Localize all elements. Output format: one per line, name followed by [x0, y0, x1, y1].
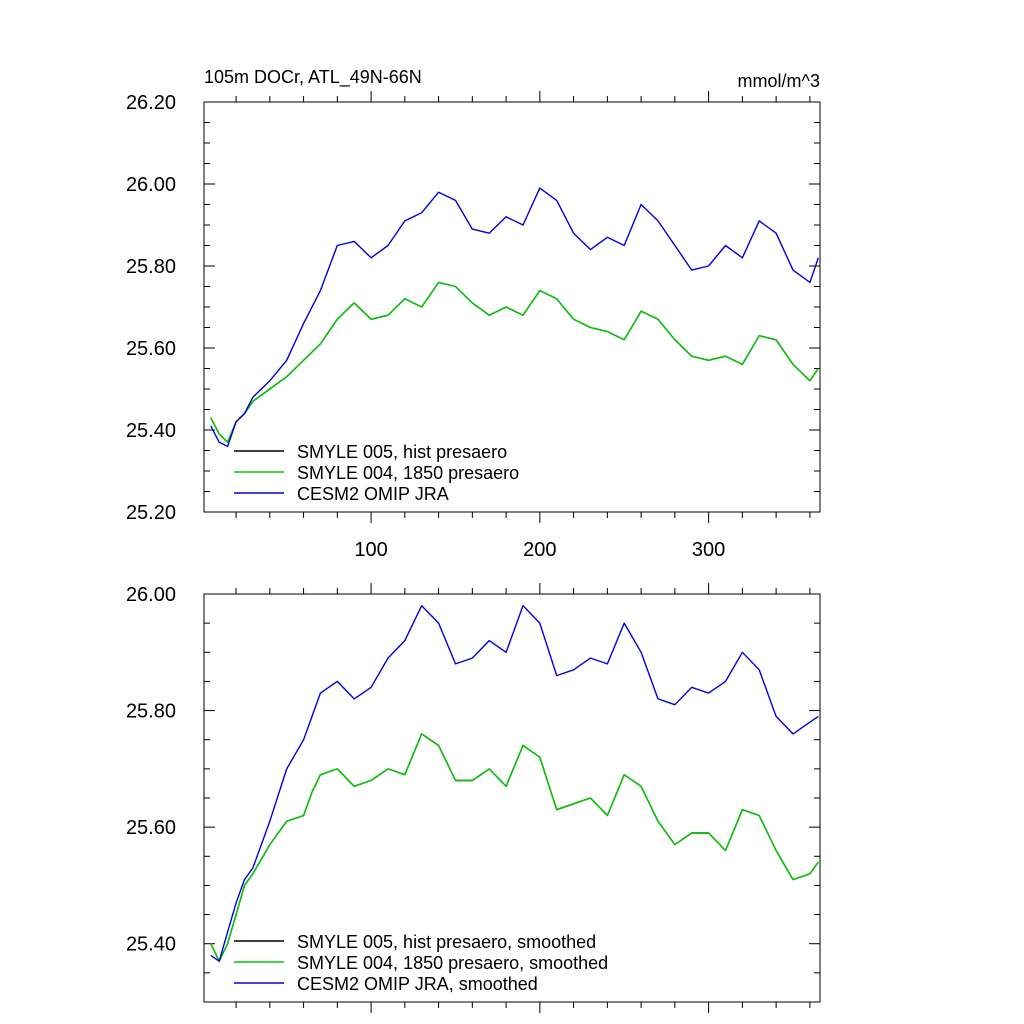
legend-label: CESM2 OMIP JRA, smoothed [297, 974, 538, 994]
series-line-2 [210, 281, 819, 443]
y-tick-label: 25.80 [126, 701, 176, 723]
y-tick-label: 25.20 [126, 502, 176, 524]
series-line-2 [210, 733, 819, 962]
x-tick-label: 300 [692, 539, 725, 561]
x-tick-label: 100 [354, 539, 387, 561]
y-tick-label: 26.20 [126, 92, 176, 114]
y-tick-label: 25.40 [126, 420, 176, 442]
series-line-3 [210, 605, 819, 962]
chart-panel-2: 25.40 25.60 25.80 26.00 SMYLE 005, hist pres… [126, 583, 821, 1013]
y-tick-label: 25.40 [126, 934, 176, 956]
y-tick-label: 25.80 [126, 256, 176, 278]
series-line-3 [210, 187, 819, 448]
figure-title: 105m DOCr, ATL_49N-66N [204, 67, 422, 88]
legend-label: SMYLE 004, 1850 presaero [297, 463, 519, 483]
y-tick-label: 25.60 [126, 338, 176, 360]
legend-label: CESM2 OMIP JRA [297, 484, 449, 504]
x-tick-label: 200 [523, 539, 556, 561]
y-tick-label: 25.60 [126, 817, 176, 839]
chart-panel-1: 25.20 25.40 25.60 25.80 26.00 26.20 100 200 300 S… [126, 91, 821, 561]
y-tick-label: 26.00 [126, 584, 176, 606]
legend-label: SMYLE 005, hist presaero [297, 442, 507, 462]
y-tick-label: 26.00 [126, 174, 176, 196]
units-label: mmol/m^3 [738, 71, 820, 91]
legend-label: SMYLE 004, 1850 presaero, smoothed [297, 953, 608, 973]
legend-label: SMYLE 005, hist presaero, smoothed [297, 932, 596, 952]
